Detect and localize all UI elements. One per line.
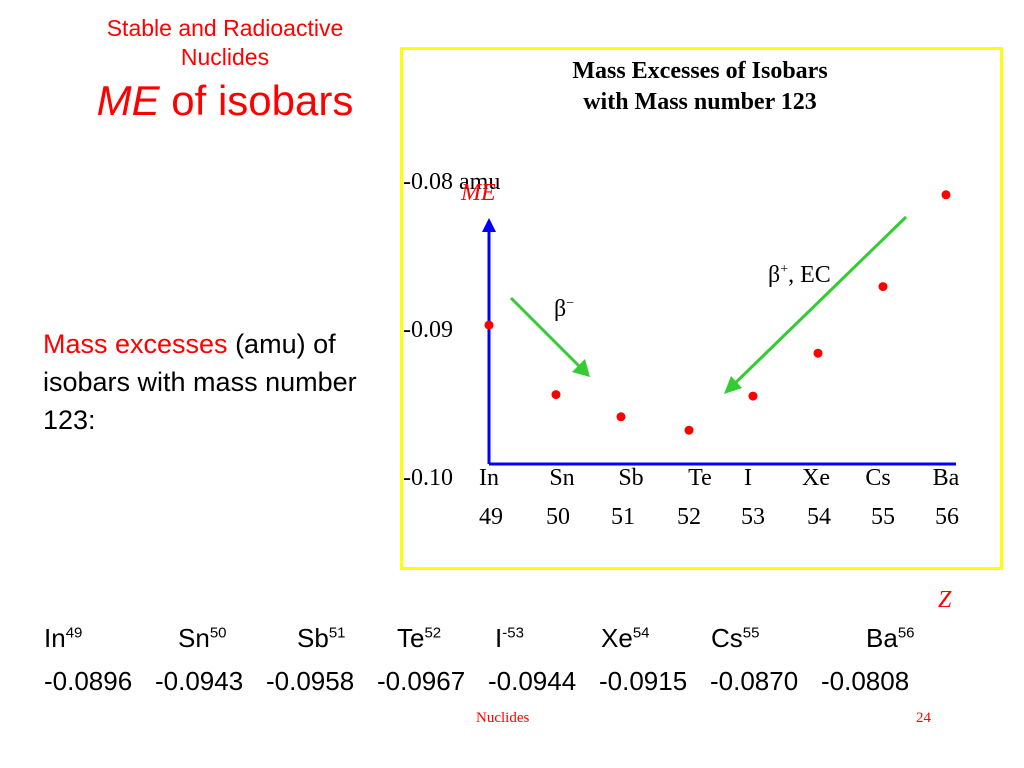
- description-rest: (amu) of isobars with mass number 123:: [43, 329, 357, 435]
- data-point-te: [684, 425, 694, 435]
- description-text: Mass excesses (amu) of isobars with mass…: [43, 325, 373, 439]
- nuclide-value: -0.0870: [710, 666, 799, 696]
- beta-plus-arrowhead: [724, 376, 742, 394]
- nuclide-symbol: Te52: [397, 623, 442, 653]
- data-point-sb: [616, 412, 626, 422]
- data-point-i: [748, 391, 758, 401]
- y-axis-label: ME: [461, 180, 496, 206]
- z-label: 55: [871, 504, 895, 530]
- page-number: 24: [916, 710, 931, 726]
- title-main-rest: of isobars: [159, 77, 354, 124]
- element-label: In: [479, 465, 499, 491]
- data-point-sn: [551, 390, 561, 400]
- y-unit-label: amu: [459, 169, 501, 195]
- beta-plus-label: β+, EC: [768, 262, 831, 288]
- nuclide-value: -0.0943: [155, 666, 244, 696]
- beta-minus-arrowhead: [572, 359, 590, 377]
- nuclide-symbol: Sn50: [178, 623, 227, 653]
- nuclide-value: -0.0808: [821, 666, 910, 696]
- element-label: Cs: [865, 465, 891, 491]
- data-points: [484, 190, 951, 435]
- nuclide-value: -0.0958: [266, 666, 355, 696]
- nuclide-value: -0.0944: [488, 666, 577, 696]
- chart-title: Mass Excesses of Isobars with Mass numbe…: [400, 56, 1000, 118]
- data-point-xe: [813, 348, 823, 358]
- chart-frame: [400, 47, 1003, 570]
- element-label: Te: [688, 465, 712, 491]
- title-line-1: Stable and Radioactive: [106, 15, 344, 41]
- z-label: 51: [611, 504, 635, 530]
- nuclide-symbol: Ba56: [866, 623, 915, 653]
- title-main-italic: ME: [96, 77, 160, 124]
- z-label: 52: [677, 504, 701, 530]
- nuclide-value: -0.0967: [377, 666, 466, 696]
- nuclide-symbol: Xe54: [601, 623, 650, 653]
- title-main: ME of isobars: [40, 76, 410, 126]
- data-point-cs: [878, 282, 888, 292]
- z-label: 50: [546, 504, 570, 530]
- nuclide-symbol: I-53: [495, 623, 524, 653]
- y-axis-arrowhead: [482, 218, 496, 232]
- y-tick-label-bottom: -0.10: [403, 465, 453, 491]
- z-label: 49: [479, 504, 503, 530]
- x-axis-label: Z: [938, 587, 952, 613]
- beta-minus-label: β−: [554, 296, 575, 322]
- data-point-in: [484, 320, 494, 330]
- beta-plus-arrow: [725, 215, 908, 393]
- chart-title-line-2: with Mass number 123: [583, 89, 817, 115]
- chart-title-line-1: Mass Excesses of Isobars: [572, 58, 828, 84]
- beta-minus-arrow: [509, 296, 590, 377]
- description-highlight: Mass excesses: [43, 329, 228, 359]
- element-label: I: [744, 465, 752, 491]
- footer-title: Nuclides: [476, 710, 530, 726]
- element-label: Sn: [549, 465, 575, 491]
- nuclide-value: -0.0896: [44, 666, 133, 696]
- nuclide-symbol: In49: [44, 623, 83, 653]
- element-label: Ba: [932, 465, 960, 491]
- title-line-2: Nuclides: [180, 44, 270, 70]
- data-point-ba: [941, 190, 951, 200]
- slide-title: Stable and Radioactive Nuclides ME of is…: [40, 14, 410, 126]
- nuclide-symbol: Sb51: [297, 623, 346, 653]
- y-tick-label-mid: -0.09: [403, 317, 453, 343]
- element-label: Sb: [618, 465, 644, 491]
- nuclide-symbol: Cs55: [711, 623, 760, 653]
- z-label: 54: [807, 504, 831, 530]
- z-label: 56: [935, 504, 959, 530]
- y-tick-label-top: -0.08 amu: [403, 169, 501, 195]
- nuclide-value: -0.0915: [599, 666, 688, 696]
- z-label: 53: [741, 504, 765, 530]
- element-label: Xe: [802, 465, 830, 491]
